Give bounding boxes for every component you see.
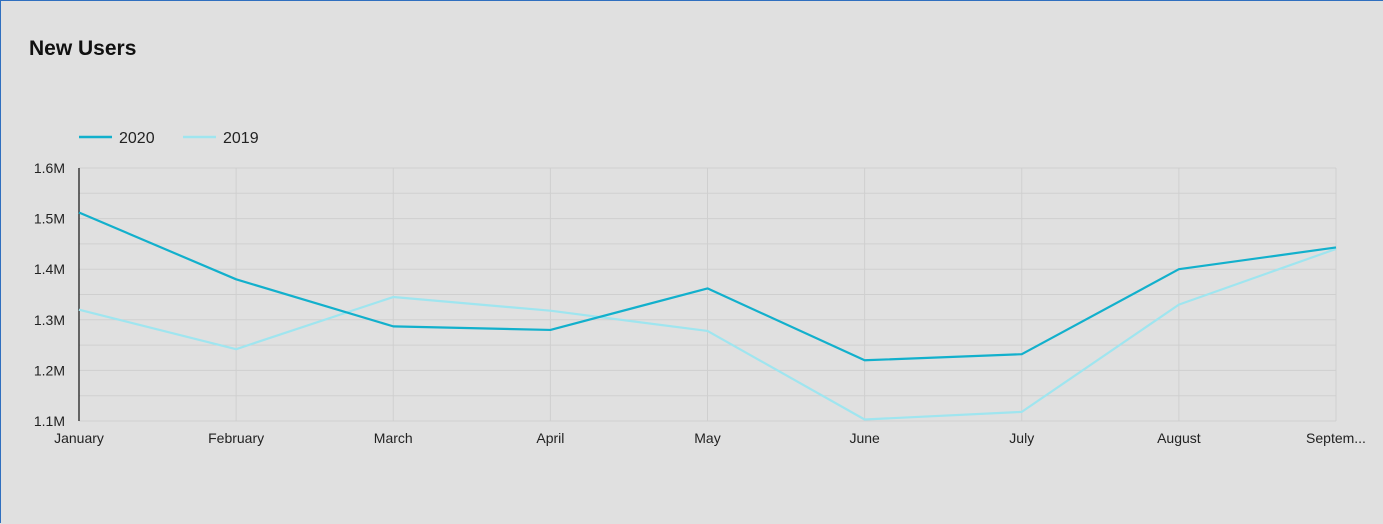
y-tick-label: 1.2M bbox=[34, 362, 65, 378]
y-tick-label: 1.1M bbox=[34, 413, 65, 429]
y-tick-label: 1.4M bbox=[34, 261, 65, 277]
series-line-2020 bbox=[78, 211, 1337, 362]
x-tick-label: May bbox=[694, 430, 720, 446]
y-tick-label: 1.5M bbox=[34, 211, 65, 227]
y-tick-label: 1.6M bbox=[34, 160, 65, 176]
x-tick-label: February bbox=[208, 430, 264, 446]
legend-label-2020: 2020 bbox=[119, 130, 155, 147]
x-tick-label: Septem... bbox=[1306, 430, 1366, 446]
x-tick-label: July bbox=[1009, 430, 1034, 446]
x-tick-label: January bbox=[54, 430, 104, 446]
x-tick-label: June bbox=[849, 430, 880, 446]
y-tick-label: 1.3M bbox=[34, 312, 65, 328]
series-line-2019 bbox=[78, 247, 1337, 421]
x-tick-label: March bbox=[374, 430, 413, 446]
x-tick-label: August bbox=[1157, 430, 1201, 446]
x-tick-label: April bbox=[536, 430, 564, 446]
chart-title: New Users bbox=[29, 37, 137, 60]
legend-label-2019: 2019 bbox=[223, 130, 259, 147]
